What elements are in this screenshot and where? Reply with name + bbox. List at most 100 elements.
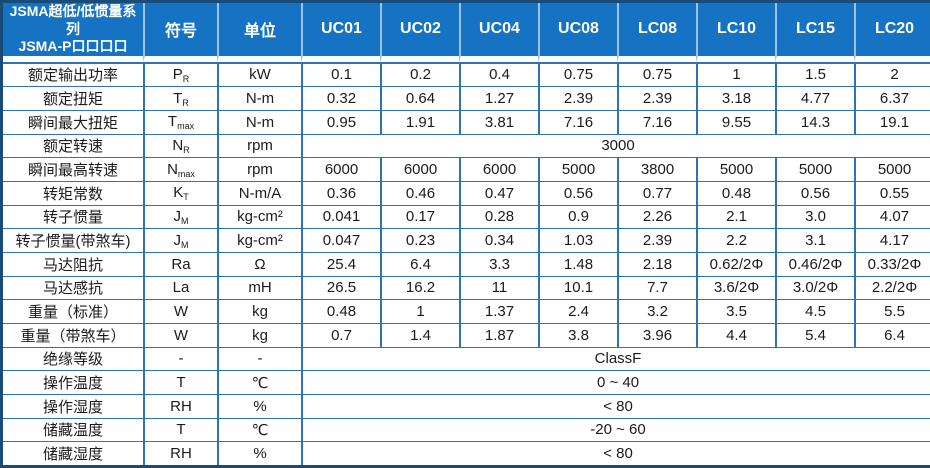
cell-value: 25.4 (301, 252, 380, 277)
row-unit: mH (217, 276, 301, 301)
cell-value: 0.1 (301, 61, 380, 88)
cell-value: 4.07 (854, 205, 930, 230)
row-unit: rpm (217, 158, 301, 182)
row-symbol: Nmax (143, 158, 217, 182)
symbol-subscript: M (181, 239, 189, 250)
table-row: 绝缘等级 - - ClassF (3, 347, 930, 372)
symbol-subscript: T (183, 192, 189, 203)
row-unit: % (217, 394, 301, 419)
cell-value: 3.8 (538, 323, 617, 348)
header-row: JSMA超低/低惯量系列 JSMA-P口口口口 符号 单位 UC01 UC02 UC… (3, 3, 930, 62)
symbol-main: T (167, 113, 178, 131)
table-row: 瞬间最大扭矩 Tmax N-m 0.95 1.91 3.81 7.16 7.16 9.55 14.… (3, 110, 930, 135)
series-title-line2: JSMA-P口口口口 (18, 38, 128, 54)
cell-value: 3.81 (459, 110, 538, 135)
row-unit: rpm (217, 134, 301, 159)
symbol-main: N (167, 160, 178, 178)
symbol-subscript: max (177, 168, 195, 179)
cell-value: 7.7 (617, 276, 696, 301)
row-label: 储藏温度 (3, 418, 143, 443)
row-label: 额定输出功率 (3, 61, 143, 88)
series-title-line1: JSMA超低/低惯量系列 (9, 3, 137, 37)
cell-value: 3.1 (775, 229, 854, 253)
cell-value: 3.3 (459, 252, 538, 277)
cell-value: 2 (854, 61, 930, 88)
cell-value: 1.91 (380, 110, 459, 135)
cell-value: 19.1 (854, 110, 930, 135)
symbol-main: RH (170, 397, 192, 415)
cell-value: 3.6/2Φ (696, 276, 775, 301)
cell-value: 0.17 (380, 205, 459, 230)
cell-value: 3.5 (696, 300, 775, 324)
row-symbol: RH (143, 394, 217, 419)
cell-value: 1.37 (459, 300, 538, 324)
row-unit: kg-cm² (217, 229, 301, 253)
row-label: 重量（带煞车） (3, 323, 143, 348)
cell-value: 0.047 (301, 229, 380, 253)
cell-value: 0.041 (301, 205, 380, 230)
cell-value: 3.0/2Φ (775, 276, 854, 301)
cell-value: 0.36 (301, 181, 380, 206)
table-row: 转子惯量 JM kg-cm² 0.041 0.17 0.28 0.9 2.26 2.1 3.0 4.… (3, 205, 930, 230)
row-unit: Ω (217, 252, 301, 277)
cell-value: 0.95 (301, 110, 380, 135)
cell-value: 26.5 (301, 276, 380, 301)
table-row: 储藏温度 T ℃ -20 ~ 60 (3, 418, 930, 443)
cell-value: 1.03 (538, 229, 617, 253)
cell-value: 0.7 (301, 323, 380, 348)
row-unit: ℃ (217, 418, 301, 443)
cell-value: 1 (696, 61, 775, 88)
row-unit: ℃ (217, 371, 301, 395)
cell-value: 16.2 (380, 276, 459, 301)
symbol-main: Ra (171, 255, 191, 273)
row-unit: N-m (217, 87, 301, 111)
row-symbol: W (143, 300, 217, 324)
cell-value: 0.23 (380, 229, 459, 253)
model-column-header-UC08: UC08 (538, 3, 617, 62)
row-label: 转矩常数 (3, 181, 143, 206)
row-label: 额定扭矩 (3, 87, 143, 111)
cell-value: 5.5 (854, 300, 930, 324)
cell-value: 6.4 (854, 323, 930, 348)
cell-value: 1.87 (459, 323, 538, 348)
row-symbol: T (143, 371, 217, 395)
cell-value: 7.16 (538, 110, 617, 135)
row-symbol: La (143, 276, 217, 301)
cell-value: 0.62/2Φ (696, 252, 775, 277)
row-label: 瞬间最高转速 (3, 158, 143, 182)
cell-value: 4.5 (775, 300, 854, 324)
cell-value: 6000 (380, 158, 459, 182)
row-symbol: Ra (143, 252, 217, 277)
cell-value: 6000 (301, 158, 380, 182)
symbol-main: T (176, 374, 186, 392)
cell-value: 4.4 (696, 323, 775, 348)
table-row: 储藏湿度 RH% < 80 (3, 442, 930, 465)
series-title-cell: JSMA超低/低惯量系列 JSMA-P口口口口 (3, 3, 143, 62)
symbol-main: K (173, 184, 184, 202)
spanning-value: < 80 (301, 442, 930, 465)
row-label: 额定转速 (3, 134, 143, 159)
row-unit: kg (217, 300, 301, 324)
row-label: 转子惯量 (3, 205, 143, 230)
symbol-subscript: R (182, 97, 189, 108)
row-symbol: W (143, 323, 217, 348)
row-label: 马达感抗 (3, 276, 143, 301)
spanning-value: -20 ~ 60 (301, 418, 930, 443)
symbol-subscript: R (183, 144, 190, 155)
symbol-main: T (173, 89, 183, 107)
row-unit: kg-cm² (217, 205, 301, 230)
cell-value: 0.56 (775, 181, 854, 206)
symbol-main: J (173, 207, 182, 225)
spanning-value: 3000 (301, 134, 930, 159)
cell-value: 4.77 (775, 87, 854, 111)
cell-value: 6000 (459, 158, 538, 182)
row-label: 重量（标准） (3, 300, 143, 324)
cell-value: 2.2 (696, 229, 775, 253)
spanning-value: < 80 (301, 394, 930, 419)
spec-table-body: 额定输出功率 PR kW 0.1 0.2 0.4 0.75 0.75 1 1.5 2 额定扭矩 TR N-… (3, 61, 930, 465)
cell-value: 0.48 (696, 181, 775, 206)
symbol-column-header: 符号 (143, 3, 217, 62)
